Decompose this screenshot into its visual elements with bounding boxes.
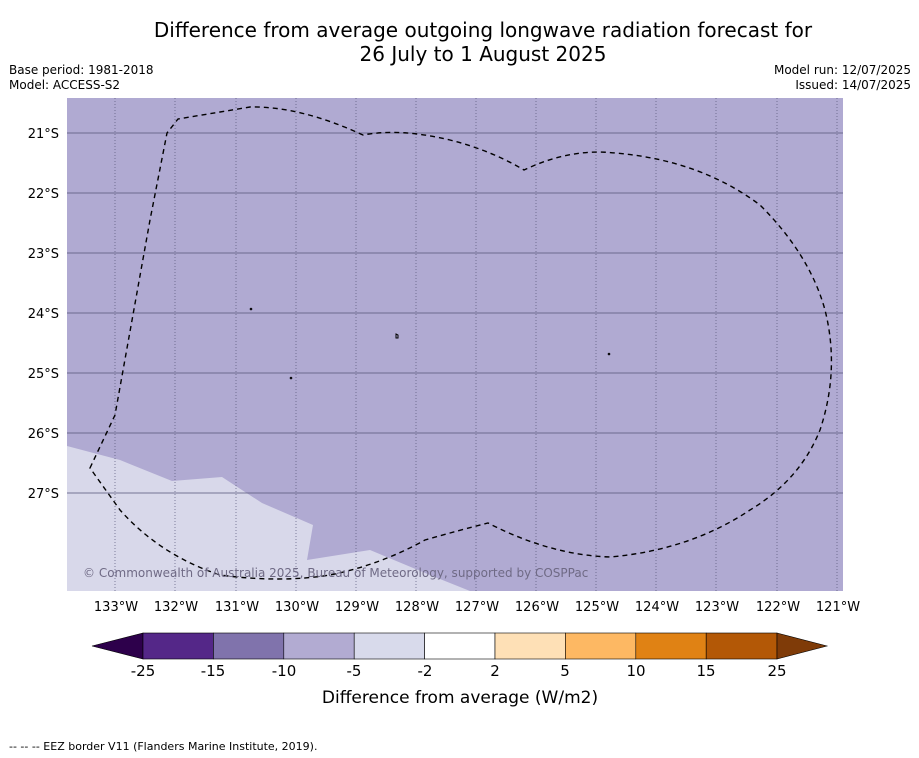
colorbar-max-arrow [776,632,829,660]
lon-label-132w: 132°W [154,600,198,615]
lat-label-25s: 25°S [28,367,59,382]
colorbar-bin-9 [705,632,778,660]
lon-label-129w: 129°W [335,600,379,615]
issued-date: Issued: 14/07/2025 [795,78,911,92]
lon-label-123w: 123°W [695,600,739,615]
model-name: Model: ACCESS-S2 [9,78,121,92]
lat-label-27s: 27°S [28,487,59,502]
cb-tick-5: 5 [560,662,570,680]
colorbar [91,632,829,660]
island-2 [395,333,399,339]
meta-right: Model run: 12/07/2025 Issued: 14/07/2025 [774,63,911,93]
lon-label-124w: 124°W [635,600,679,615]
cb-tick-minus5: -5 [347,662,362,680]
colorbar-bin-7 [565,632,637,660]
colorbar-bin-1 [142,632,214,660]
island-4 [289,376,293,380]
cb-tick-minus15: -15 [201,662,226,680]
lon-label-133w: 133°W [94,600,138,615]
lon-label-130w: 130°W [275,600,319,615]
longitude-gridlines [114,98,838,591]
longitude-labels: 133°W 132°W 131°W 130°W 129°W 128°W 127°… [94,600,860,615]
eez-border [89,106,833,580]
colorbar-bin-3 [283,632,355,660]
cb-tick-10: 10 [626,662,645,680]
colorbar-bin-5 [424,632,496,660]
lat-label-24s: 24°S [28,307,59,322]
lat-label-23s: 23°S [28,247,59,262]
colorbar-bin-8 [635,632,707,660]
cb-tick-minus10: -10 [272,662,297,680]
eez-footnote: -- -- -- EEZ border V11 (Flanders Marine… [9,740,318,753]
lon-label-127w: 127°W [455,600,499,615]
copyright-text: © Commonwealth of Australia 2025, Bureau… [83,566,588,580]
latitude-gridlines [67,132,843,494]
colorbar-bin-2 [213,632,285,660]
cb-tick-2: 2 [490,662,500,680]
lon-label-125w: 125°W [575,600,619,615]
cb-tick-minus25: -25 [131,662,156,680]
title-line-1: Difference from average outgoing longwav… [153,18,813,42]
title-line-2: 26 July to 1 August 2025 [359,42,607,66]
map-title: Difference from average outgoing longwav… [0,18,919,66]
lon-label-128w: 128°W [395,600,439,615]
cb-tick-25: 25 [767,662,786,680]
island-1 [249,307,253,311]
lat-label-22s: 22°S [28,187,59,202]
island-3 [607,352,611,356]
colorbar-bin-4 [353,632,425,660]
colorbar-bin-6 [494,632,566,660]
meta-left: Base period: 1981-2018 Model: ACCESS-S2 [9,63,154,93]
islands [249,307,611,380]
lat-label-26s: 26°S [28,427,59,442]
lat-label-21s: 21°S [28,127,59,142]
lon-label-122w: 122°W [756,600,800,615]
colorbar-label: Difference from average (W/m2) [322,688,598,708]
colorbar-min-arrow [91,632,144,660]
latitude-labels: 21°S 22°S 23°S 24°S 25°S 26°S 27°S [28,127,59,502]
cb-tick-15: 15 [696,662,715,680]
base-period: Base period: 1981-2018 [9,63,154,77]
colorbar-ticks: -25 -15 -10 -5 -2 2 5 10 15 25 [131,662,787,680]
cb-tick-minus2: -2 [418,662,433,680]
model-run: Model run: 12/07/2025 [773,63,911,77]
lon-label-121w: 121°W [816,600,860,615]
lon-label-126w: 126°W [515,600,559,615]
anomaly-field-lighter [67,446,470,591]
lon-label-131w: 131°W [215,600,259,615]
